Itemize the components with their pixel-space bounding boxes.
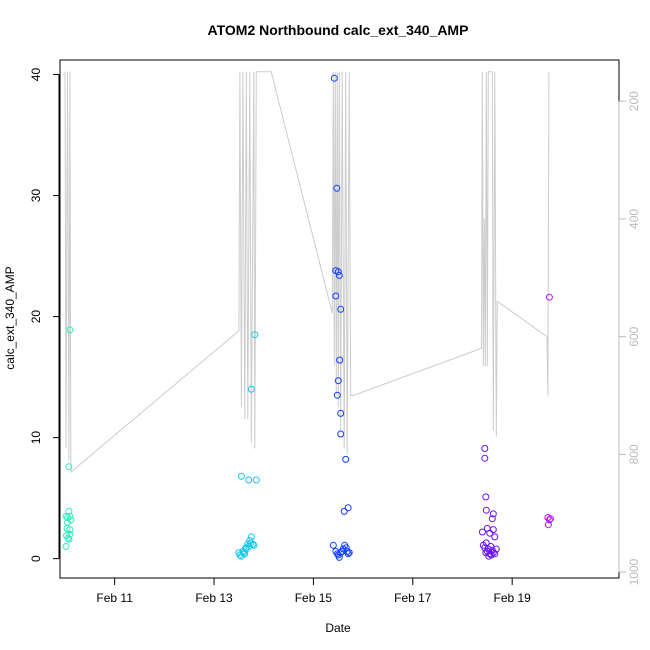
data-point <box>335 553 343 561</box>
data-point <box>481 445 489 452</box>
y2-tick-label: 600 <box>627 326 641 346</box>
data-point <box>252 476 260 484</box>
line-series <box>64 71 550 474</box>
x-tick-label: Feb 11 <box>96 591 133 605</box>
data-point <box>67 516 75 524</box>
axes-layer: 0 10 20 30 40 200 400 600 800 1000 Feb 11 Feb 13 Feb… <box>29 68 641 605</box>
data-point <box>345 549 353 557</box>
data-point <box>334 377 342 385</box>
data-point <box>342 544 350 552</box>
data-point <box>65 535 73 543</box>
data-point <box>344 504 352 512</box>
x-tick-label: Feb 17 <box>394 591 432 605</box>
data-point <box>545 516 553 524</box>
data-point <box>242 544 250 552</box>
data-point <box>65 463 73 471</box>
data-point <box>66 530 74 538</box>
data-point <box>247 533 255 541</box>
x-axis-label: Date <box>325 621 351 635</box>
data-point <box>482 539 490 547</box>
data-point <box>337 409 345 417</box>
y-tick-label: 20 <box>29 310 43 324</box>
data-point <box>247 539 255 547</box>
data-point <box>481 454 489 462</box>
data-point <box>334 268 342 276</box>
data-point <box>247 385 255 393</box>
line-layer <box>64 71 550 474</box>
data-point <box>337 305 345 313</box>
data-point <box>546 515 554 523</box>
x-tick-label: Feb 13 <box>195 591 233 605</box>
data-point <box>545 293 553 301</box>
data-point <box>66 326 74 334</box>
data-point <box>344 550 352 558</box>
data-point <box>482 506 490 514</box>
x-tick-label: Feb 19 <box>493 591 531 605</box>
data-point <box>544 521 552 529</box>
data-point <box>489 510 497 518</box>
y-axis-label: calc_ext_340_AMP <box>3 266 17 369</box>
data-point <box>342 455 350 463</box>
data-point <box>62 543 70 550</box>
data-point <box>478 528 486 536</box>
y-tick-label: 0 <box>29 555 43 562</box>
x-tick-label: Feb 15 <box>295 591 333 605</box>
data-point <box>489 526 497 534</box>
data-point <box>330 74 338 82</box>
data-point <box>66 526 74 534</box>
data-point <box>340 507 348 515</box>
data-point <box>487 543 495 550</box>
y-tick-label: 10 <box>29 431 43 445</box>
y-tick-label: 30 <box>29 189 43 203</box>
data-point <box>64 534 72 542</box>
data-point <box>329 541 337 549</box>
data-point <box>491 550 499 558</box>
y2-tick-label: 800 <box>627 444 641 464</box>
chart-title: ATOM2 Northbound calc_ext_340_AMP <box>208 22 469 38</box>
data-point <box>65 507 73 515</box>
data-point <box>333 550 341 558</box>
y2-tick-label: 200 <box>627 91 641 111</box>
y-tick-label: 40 <box>29 68 43 82</box>
data-point <box>482 549 490 557</box>
data-point <box>66 512 74 520</box>
data-point <box>237 472 245 480</box>
data-point <box>245 476 253 484</box>
data-point <box>492 545 500 553</box>
data-point <box>333 391 341 399</box>
data-point <box>236 551 244 559</box>
data-point <box>337 430 345 438</box>
y2-tick-label: 1000 <box>627 558 641 585</box>
y2-tick-label: 400 <box>627 209 641 229</box>
data-point <box>488 515 496 523</box>
data-point <box>486 529 494 537</box>
data-point <box>251 331 259 339</box>
data-point <box>335 271 343 279</box>
data-point <box>333 184 341 192</box>
data-point <box>491 533 499 541</box>
data-point <box>332 292 340 300</box>
points-layer <box>62 74 554 561</box>
data-point <box>336 356 344 364</box>
data-point <box>482 493 490 501</box>
